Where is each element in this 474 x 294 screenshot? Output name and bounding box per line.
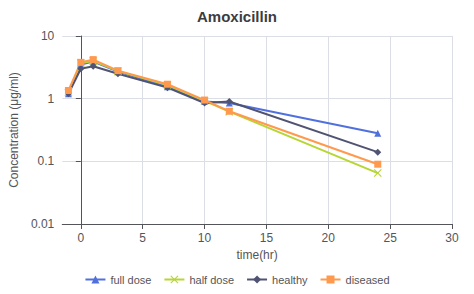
svg-text:20: 20 [322, 231, 336, 245]
svg-text:0.01: 0.01 [31, 217, 55, 231]
svg-text:5: 5 [139, 231, 146, 245]
svg-text:10: 10 [41, 29, 55, 43]
svg-text:0: 0 [77, 231, 84, 245]
svg-text:full dose: full dose [110, 274, 151, 286]
svg-text:30: 30 [445, 231, 459, 245]
svg-text:diseased: diseased [346, 274, 390, 286]
svg-text:1: 1 [48, 92, 55, 106]
svg-text:0.1: 0.1 [38, 154, 55, 168]
svg-text:Amoxicillin: Amoxicillin [197, 8, 277, 25]
svg-text:15: 15 [260, 231, 274, 245]
svg-text:10: 10 [198, 231, 212, 245]
svg-text:25: 25 [383, 231, 397, 245]
svg-text:Concentration (μg/ml): Concentration (μg/ml) [7, 72, 21, 188]
svg-text:half dose: half dose [189, 274, 234, 286]
svg-text:healthy: healthy [272, 274, 308, 286]
svg-text:time(hr): time(hr) [236, 248, 277, 262]
